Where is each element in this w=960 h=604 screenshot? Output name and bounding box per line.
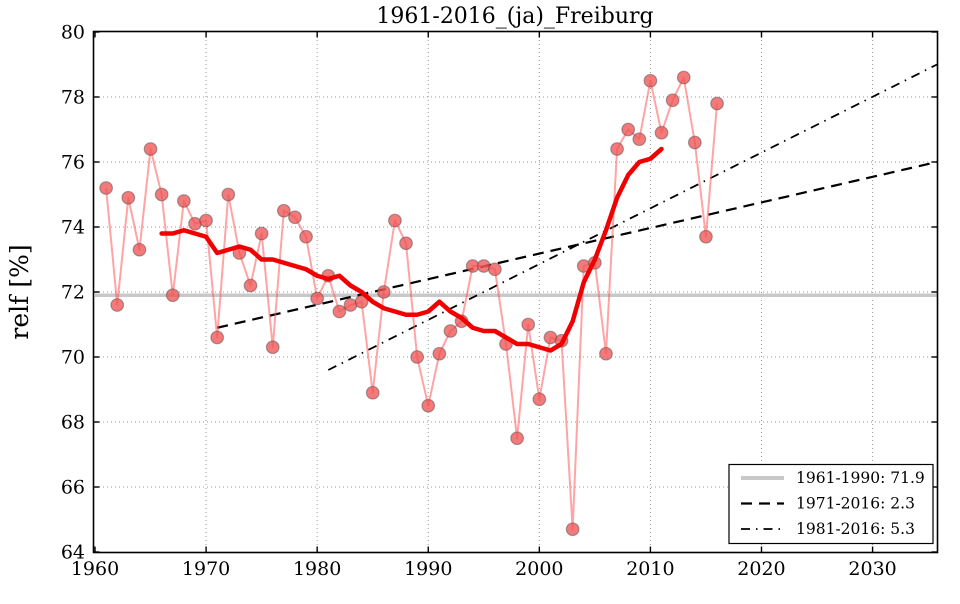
data-point-1988 xyxy=(399,236,413,251)
x-tick-label-1960: 1960 xyxy=(71,558,119,580)
legend-label-trend-1981: 1981-2016: 5.3 xyxy=(796,520,915,538)
x-tick-label-2010: 2010 xyxy=(626,558,674,580)
y-tick-label-76: 76 xyxy=(61,152,85,174)
data-point-2014 xyxy=(687,135,702,150)
data-point-1980 xyxy=(310,291,325,306)
chart-title: 1961-2016_(ja)_Freiburg xyxy=(376,4,653,29)
y-tick-label-72: 72 xyxy=(61,282,85,304)
legend: 1961-1990: 71.9 1971-2016: 2.3 1981-2016… xyxy=(728,463,934,545)
data-point-1984 xyxy=(354,294,369,309)
data-point-1965 xyxy=(143,142,158,156)
x-tick-label-1990: 1990 xyxy=(404,558,452,580)
data-point-1991 xyxy=(432,346,447,361)
data-point-1989 xyxy=(410,350,425,364)
data-point-1982 xyxy=(332,304,347,319)
x-tick-label-1980: 1980 xyxy=(293,558,341,580)
data-point-2000 xyxy=(532,392,547,407)
data-point-1968 xyxy=(176,194,191,208)
data-point-2011 xyxy=(654,125,669,140)
x-tick-label-2020: 2020 xyxy=(737,558,785,580)
data-point-1992 xyxy=(443,324,458,338)
data-point-1999 xyxy=(521,317,536,332)
plot-area: 1960 1970 1980 1990 2000 2010 2020 2030 64 66 68 70… xyxy=(61,22,939,580)
trend-1981-2016-line xyxy=(327,63,938,371)
legend-label-reference: 1961-1990: 71.9 xyxy=(796,469,925,487)
data-point-1987 xyxy=(388,213,402,228)
data-point-1979 xyxy=(299,229,313,244)
data-point-1996 xyxy=(487,262,502,277)
data-point-1978 xyxy=(288,210,302,225)
data-point-2016 xyxy=(710,96,724,111)
x-tick-label-2000: 2000 xyxy=(515,558,563,580)
data-point-1963 xyxy=(121,190,136,205)
y-tick-label-78: 78 xyxy=(61,87,85,109)
data-point-1986 xyxy=(376,285,391,299)
data-point-1990 xyxy=(421,398,436,413)
data-point-1985 xyxy=(365,385,380,400)
y-tick-label-74: 74 xyxy=(61,217,85,239)
smoothed-series-line xyxy=(159,146,664,353)
data-point-1974 xyxy=(243,278,258,293)
y-tick-label-64: 64 xyxy=(61,542,85,564)
annual-series-line xyxy=(105,76,719,531)
y-axis-label: relf [%] xyxy=(5,244,34,339)
x-tick-label-2030: 2030 xyxy=(848,558,896,580)
data-point-1962 xyxy=(110,298,125,312)
y-tick-label-68: 68 xyxy=(61,412,85,434)
data-point-1970 xyxy=(199,213,213,228)
data-point-2003 xyxy=(565,522,580,537)
data-point-2006 xyxy=(599,346,613,361)
data-point-2008 xyxy=(621,122,636,137)
data-point-1976 xyxy=(265,340,280,355)
data-point-1998 xyxy=(510,431,525,446)
data-point-1964 xyxy=(132,242,147,257)
data-point-1971 xyxy=(210,330,225,345)
y-tick-label-70: 70 xyxy=(61,347,85,369)
data-point-1961 xyxy=(99,181,114,195)
data-point-1972 xyxy=(221,187,236,202)
data-point-1977 xyxy=(276,203,291,218)
data-point-2010 xyxy=(643,73,658,88)
y-tick-label-80: 80 xyxy=(61,22,85,44)
x-tick-label-1970: 1970 xyxy=(182,558,230,580)
data-point-1975 xyxy=(254,226,269,241)
data-point-2013 xyxy=(676,70,691,85)
legend-label-trend-1971: 1971-2016: 2.3 xyxy=(796,495,915,513)
data-point-2015 xyxy=(699,229,713,244)
data-point-2007 xyxy=(610,142,624,156)
data-point-1966 xyxy=(154,187,169,202)
data-point-2009 xyxy=(632,132,647,147)
data-point-1967 xyxy=(165,288,180,303)
legend-line-samples xyxy=(741,476,784,530)
y-tick-label-66: 66 xyxy=(61,477,85,499)
data-point-2012 xyxy=(665,93,680,108)
